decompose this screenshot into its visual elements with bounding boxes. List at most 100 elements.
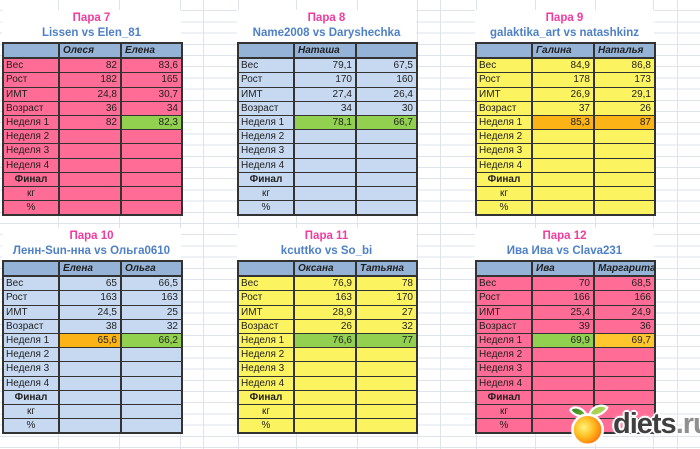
value-cell[interactable]: 166 (531, 290, 595, 306)
value-cell[interactable]: 170 (293, 72, 357, 88)
value-cell[interactable] (120, 185, 183, 202)
pair-subtitle-cell[interactable]: galaktika_art vs natashkinz (475, 26, 654, 42)
value-cell[interactable]: 86,8 (593, 57, 656, 74)
value-cell[interactable]: 77 (355, 332, 418, 349)
value-cell[interactable]: 182 (58, 72, 122, 88)
row-label-cell[interactable]: Неделя 3 (2, 143, 60, 159)
value-cell[interactable]: 178 (531, 72, 595, 88)
pair-subtitle-cell[interactable]: kcuttko vs So_bi (237, 244, 416, 260)
value-cell[interactable]: 70 (531, 275, 595, 292)
corner-cell[interactable] (475, 260, 533, 278)
pair-title-cell[interactable]: Пара 10 (2, 228, 181, 244)
value-cell[interactable]: 163 (58, 290, 122, 306)
row-label-cell[interactable]: % (2, 418, 60, 434)
row-label-cell[interactable]: Неделя 2 (237, 347, 295, 363)
row-label-cell[interactable]: Финал (237, 389, 295, 405)
value-cell[interactable]: 39 (531, 318, 595, 334)
value-cell[interactable]: 32 (120, 318, 183, 334)
participant-2-name-cell[interactable]: Елена (120, 42, 183, 60)
pair-title-cell[interactable]: Пара 11 (237, 228, 416, 244)
value-cell[interactable]: 26 (593, 100, 656, 116)
row-label-cell[interactable]: Неделя 4 (237, 375, 295, 391)
value-cell[interactable] (293, 185, 357, 202)
value-cell[interactable]: 24,8 (58, 86, 122, 102)
value-cell[interactable] (593, 200, 656, 216)
participant-1-name-cell[interactable]: Оксана (293, 260, 357, 278)
value-cell[interactable]: 76,9 (293, 275, 357, 292)
value-cell[interactable] (531, 361, 595, 377)
value-cell[interactable]: 84,9 (531, 57, 595, 74)
value-cell[interactable] (293, 418, 357, 434)
value-cell[interactable]: 25,4 (531, 304, 595, 320)
row-label-cell[interactable]: Финал (2, 171, 60, 187)
value-cell[interactable] (293, 129, 357, 145)
row-label-cell[interactable]: кг (237, 403, 295, 420)
row-label-cell[interactable]: Рост (237, 290, 295, 306)
row-label-cell[interactable]: Неделя 4 (475, 157, 533, 173)
row-label-cell[interactable]: Рост (237, 72, 295, 88)
value-cell[interactable] (355, 185, 418, 202)
value-cell[interactable]: 26 (293, 318, 357, 334)
pair-subtitle-cell[interactable]: Lissen vs Elen_81 (2, 26, 181, 42)
value-cell[interactable] (355, 361, 418, 377)
value-cell[interactable] (58, 200, 122, 216)
value-cell[interactable] (355, 171, 418, 187)
row-label-cell[interactable]: Финал (475, 389, 533, 405)
value-cell[interactable] (120, 403, 183, 420)
row-label-cell[interactable]: Неделя 1 (237, 332, 295, 349)
row-label-cell[interactable]: ИМТ (2, 304, 60, 320)
value-cell[interactable]: 66,7 (355, 114, 418, 131)
value-cell[interactable] (58, 375, 122, 391)
value-cell[interactable]: 29,1 (593, 86, 656, 102)
row-label-cell[interactable]: Возраст (2, 100, 60, 116)
participant-1-name-cell[interactable]: Олеся (58, 42, 122, 60)
value-cell[interactable]: 25 (120, 304, 183, 320)
row-label-cell[interactable]: кг (475, 185, 533, 202)
value-cell[interactable] (58, 185, 122, 202)
value-cell[interactable] (58, 171, 122, 187)
participant-1-name-cell[interactable]: Наташа (293, 42, 357, 60)
value-cell[interactable] (58, 389, 122, 405)
row-label-cell[interactable]: Неделя 1 (237, 114, 295, 131)
row-label-cell[interactable]: ИМТ (237, 86, 295, 102)
row-label-cell[interactable]: Неделя 4 (475, 375, 533, 391)
corner-cell[interactable] (2, 42, 60, 60)
value-cell[interactable]: 28,9 (293, 304, 357, 320)
value-cell[interactable] (531, 171, 595, 187)
value-cell[interactable]: 30,7 (120, 86, 183, 102)
value-cell[interactable] (355, 375, 418, 391)
row-label-cell[interactable]: Неделя 3 (2, 361, 60, 377)
value-cell[interactable] (120, 171, 183, 187)
value-cell[interactable]: 26,4 (355, 86, 418, 102)
value-cell[interactable]: 24,9 (593, 304, 656, 320)
row-label-cell[interactable]: Вес (475, 57, 533, 74)
value-cell[interactable] (120, 157, 183, 173)
value-cell[interactable]: 163 (120, 290, 183, 306)
value-cell[interactable]: 36 (593, 318, 656, 334)
value-cell[interactable] (293, 403, 357, 420)
value-cell[interactable]: 65 (58, 275, 122, 292)
value-cell[interactable] (58, 347, 122, 363)
value-cell[interactable] (293, 143, 357, 159)
row-label-cell[interactable]: ИМТ (475, 304, 533, 320)
value-cell[interactable] (531, 389, 595, 405)
value-cell[interactable]: 38 (58, 318, 122, 334)
value-cell[interactable]: 82 (58, 114, 122, 131)
value-cell[interactable] (120, 361, 183, 377)
value-cell[interactable] (120, 200, 183, 216)
row-label-cell[interactable]: Неделя 3 (475, 143, 533, 159)
row-label-cell[interactable]: кг (2, 185, 60, 202)
value-cell[interactable] (120, 347, 183, 363)
row-label-cell[interactable]: Возраст (237, 318, 295, 334)
value-cell[interactable] (293, 375, 357, 391)
value-cell[interactable]: 65,6 (58, 332, 122, 349)
row-label-cell[interactable]: Неделя 1 (2, 332, 60, 349)
participant-1-name-cell[interactable]: Елена (58, 260, 122, 278)
row-label-cell[interactable]: Неделя 4 (2, 157, 60, 173)
value-cell[interactable] (355, 403, 418, 420)
value-cell[interactable]: 67,5 (355, 57, 418, 74)
row-label-cell[interactable]: % (237, 418, 295, 434)
participant-1-name-cell[interactable]: Галина (531, 42, 595, 60)
value-cell[interactable] (293, 347, 357, 363)
value-cell[interactable]: 76,6 (293, 332, 357, 349)
